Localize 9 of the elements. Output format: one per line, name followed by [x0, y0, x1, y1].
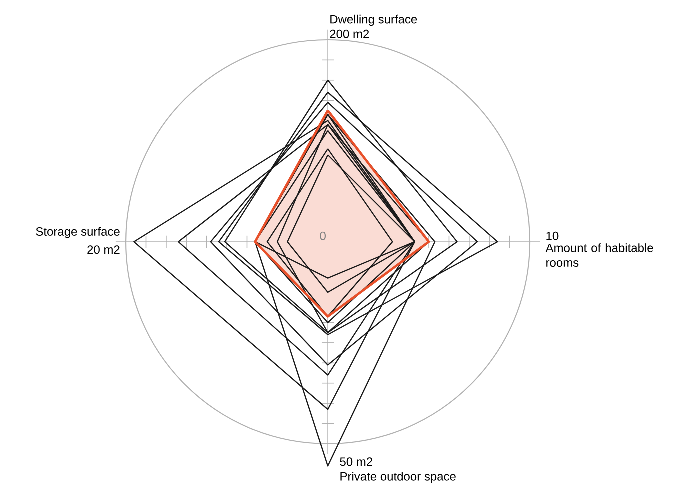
text: 200 m2: [330, 30, 370, 38]
text: 10: [546, 232, 559, 240]
text: 20 m2: [88, 246, 120, 254]
spoke-label: Private outdoor space: [340, 472, 456, 484]
text: 50 m2: [340, 458, 372, 466]
spoke-label: Dwelling surface: [330, 14, 418, 26]
spoke-label: Storage surface: [36, 227, 120, 238]
spoke-label: Amount of habitable rooms: [546, 244, 654, 268]
text: 0: [320, 232, 326, 240]
